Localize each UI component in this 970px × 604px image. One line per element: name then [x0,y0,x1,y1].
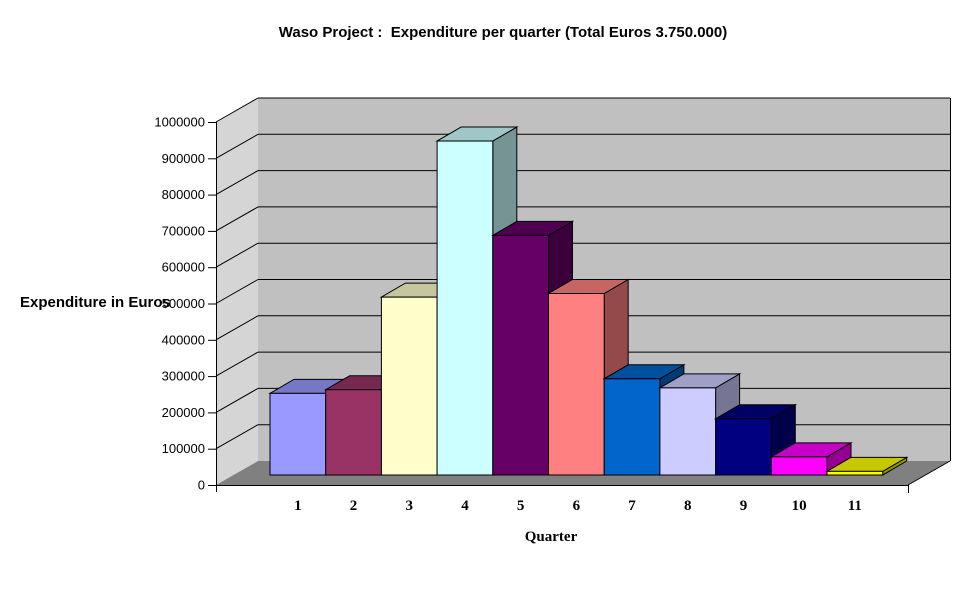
y-tick-label: 1000000 [154,115,205,130]
bar-front-face [269,392,327,476]
bar-front-face [770,456,828,476]
y-tick-label: 800000 [162,187,205,202]
gridline-side [215,242,259,268]
gridline-side [215,424,259,450]
y-tick-label: 400000 [162,332,205,347]
bar-front-face [380,296,438,476]
x-axis-title: Quarter [524,529,578,545]
y-axis-title: Expenditure in Euros [20,294,171,311]
gridline-side [215,279,259,304]
floor-right-edge [907,460,951,486]
bar-quarter-10 [769,441,853,476]
y-tick-label: 0 [198,478,205,493]
gridline-side [215,170,259,196]
bar-front-face [325,389,382,476]
x-tick-label: 9 [740,498,748,514]
gridline-side [215,97,259,123]
y-tick-label: 500000 [162,296,205,311]
x-tick-label: 10 [792,498,807,514]
x-tick-label: 4 [461,498,469,514]
y-tick-label: 900000 [162,151,205,166]
gridline-side [215,133,259,159]
chart-title: Waso Project : Expenditure per quarter (… [278,24,728,41]
gridline-side [215,387,259,413]
bar-front-face [715,418,772,476]
bar-front-face [826,470,884,476]
bar-quarter-11 [825,456,909,476]
gridline-side [215,206,259,232]
x-tick-label: 5 [517,498,525,514]
bar-quarter-9 [713,403,798,476]
x-tick-label: 7 [628,498,636,514]
y-tick-label: 700000 [162,223,205,238]
y-tick-label: 600000 [162,260,205,275]
y-tick-label: 300000 [162,369,205,384]
bar-front-face [603,378,661,476]
x-tick-label: 11 [848,498,862,514]
x-tick-label: 2 [350,498,358,514]
bar-front-face [436,140,494,476]
bar-front-face [492,234,549,476]
x-tick-label: 1 [294,498,302,514]
y-tick-label: 200000 [162,405,205,420]
gridline-side [215,351,259,377]
gridline-side [215,315,259,341]
x-tick-label: 8 [684,498,692,514]
x-tick-label: 3 [406,498,414,514]
y-tick-label: 100000 [162,441,205,456]
bar-front-face [548,293,605,476]
bar-front-face [659,387,717,476]
x-tick-label: 6 [573,498,581,514]
